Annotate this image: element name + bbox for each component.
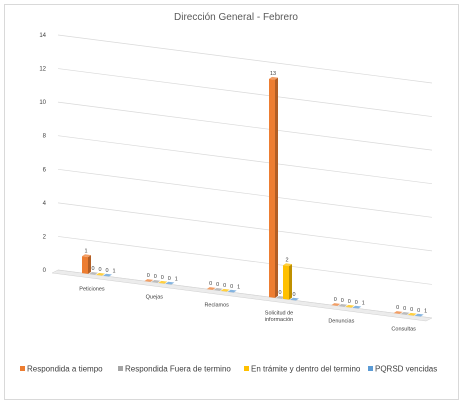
category-peticiones-label: Peticiones xyxy=(79,286,105,292)
legend-swatch xyxy=(244,366,249,371)
data-label: 0 xyxy=(334,297,337,303)
bar-4-category-solicitud xyxy=(290,297,299,301)
bar-1-category-consultas xyxy=(393,311,403,314)
data-label: 1 xyxy=(362,301,365,307)
bar-2-category-solicitud xyxy=(276,295,285,299)
data-label: 0 xyxy=(292,292,295,298)
data-label: 0 xyxy=(410,307,413,313)
bar-1-category-quejas xyxy=(144,279,154,282)
data-label: 0 xyxy=(168,276,171,282)
category-quejas-label: Quejas xyxy=(146,294,164,300)
bar-2-category-quejas xyxy=(151,279,161,283)
bar-4-category-quejas xyxy=(165,281,175,285)
bar-3-category-quejas xyxy=(158,280,168,284)
data-label: 1 xyxy=(175,277,178,283)
legend-item-2: Respondida Fuera de termino xyxy=(118,365,231,374)
bar-2-category-consultas xyxy=(400,311,410,315)
floor-plane xyxy=(51,269,433,322)
bar-3-category-peticiones xyxy=(96,272,105,276)
bar-1-category-solicitud xyxy=(269,76,278,298)
y-tick-label: 8 xyxy=(43,134,47,140)
legend-swatch xyxy=(118,366,123,371)
bar-3-category-denuncias xyxy=(345,304,355,308)
legend-swatch xyxy=(20,366,25,371)
bar-4-category-peticiones xyxy=(103,273,112,277)
data-label: 0 xyxy=(209,281,212,287)
legend-label: Respondida Fuera de termino xyxy=(125,365,231,374)
y-tick-label: 6 xyxy=(43,167,47,173)
bar-2-category-reclamos xyxy=(213,287,223,291)
data-label: 0 xyxy=(278,290,281,296)
y-tick-label: 4 xyxy=(43,201,47,207)
bar-3-category-reclamos xyxy=(220,288,230,292)
data-label: 0 xyxy=(417,308,420,314)
category-consultas-label: Consultas xyxy=(391,326,416,332)
data-label: 2 xyxy=(285,257,288,263)
bar-3-category-consultas xyxy=(407,312,417,316)
legend: Respondida a tiempo Respondida Fuera de t… xyxy=(20,365,437,374)
data-label: 0 xyxy=(216,282,219,288)
legend-swatch xyxy=(368,366,373,371)
category-reclamos-label: Reclamos xyxy=(204,302,229,308)
bar-4-category-denuncias xyxy=(352,305,362,309)
gridline xyxy=(57,168,433,218)
category-solicitud-label: Solicitud de xyxy=(265,310,293,316)
gridline xyxy=(57,68,433,117)
data-label: 0 xyxy=(396,305,399,311)
y-tick-label: 12 xyxy=(39,67,46,73)
data-label: 0 xyxy=(105,268,108,274)
data-label: 13 xyxy=(270,71,276,77)
y-tick-label: 0 xyxy=(43,268,47,274)
data-label: 0 xyxy=(154,274,157,280)
data-label: 1 xyxy=(84,248,87,254)
data-label: 0 xyxy=(230,284,233,290)
bar-4-category-reclamos xyxy=(227,289,237,293)
y-tick-label: 10 xyxy=(39,100,46,106)
category-solicitud-label: información xyxy=(265,317,293,323)
legend-item-3: En trámite y dentro del termino xyxy=(244,365,361,374)
category-denuncias-label: Denuncias xyxy=(328,318,354,324)
bar-2-category-denuncias xyxy=(338,303,348,307)
chart-title: Dirección General - Febrero xyxy=(174,12,298,23)
legend-item-1: Respondida a tiempo xyxy=(20,365,103,374)
data-label: 0 xyxy=(147,273,150,279)
data-label: 0 xyxy=(348,299,351,305)
bar-1-category-denuncias xyxy=(331,303,341,306)
gridline xyxy=(57,236,433,285)
gridline xyxy=(57,34,433,84)
chart-frame xyxy=(4,4,459,400)
gridline xyxy=(57,202,433,252)
chart-floor xyxy=(51,269,433,322)
bar-4-category-consultas xyxy=(414,313,424,317)
data-label: 0 xyxy=(223,283,226,289)
data-label: 1 xyxy=(424,309,427,315)
gridline xyxy=(57,101,433,151)
data-label: 0 xyxy=(161,275,164,281)
x-axis: Peticiones Quejas Reclamos Solicitud deinfo… xyxy=(79,286,416,332)
data-label: 0 xyxy=(91,266,94,272)
legend-item-4: PQRSD vencidas xyxy=(368,365,437,374)
data-label: 0 xyxy=(403,306,406,312)
y-axis: 0 2 4 6 8 10 12 14 xyxy=(39,33,46,274)
bar-2-category-peticiones xyxy=(89,271,98,275)
data-label: 1 xyxy=(112,269,115,275)
data-label: 0 xyxy=(98,267,101,273)
gridlines xyxy=(57,34,433,319)
legend-label: En trámite y dentro del termino xyxy=(251,365,361,374)
gridline xyxy=(57,135,433,185)
bar-1-category-reclamos xyxy=(206,287,216,290)
bar-3-category-solicitud xyxy=(283,263,292,300)
legend-label: PQRSD vencidas xyxy=(375,365,437,374)
data-label: 0 xyxy=(341,298,344,304)
bar-1-category-peticiones xyxy=(82,254,91,274)
y-tick-label: 2 xyxy=(43,234,47,240)
y-tick-label: 14 xyxy=(39,33,46,39)
legend-label: Respondida a tiempo xyxy=(27,365,103,374)
data-label: 0 xyxy=(355,300,358,306)
data-label: 1 xyxy=(237,285,240,291)
